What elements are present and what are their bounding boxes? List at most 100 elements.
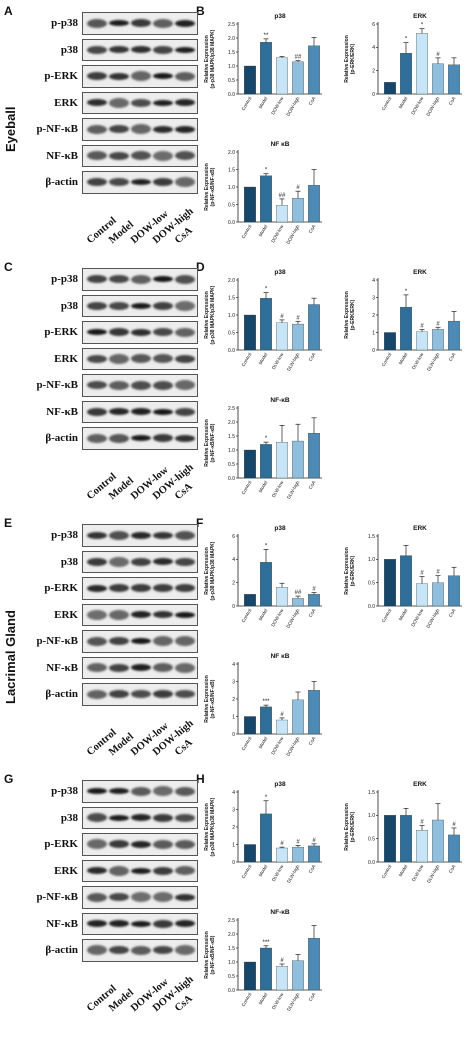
blot-row-label: p-p38 — [51, 785, 78, 797]
protein-band — [131, 892, 151, 903]
x-tick-label: DOW-low — [270, 95, 284, 115]
blot-strip — [82, 91, 198, 114]
bar-chart: NF κB Relative Expression (p-NF-κB/NF-κB) 0… — [204, 141, 322, 245]
x-tick-label: Model — [258, 352, 269, 365]
y-axis-label: Relative Expression — [204, 35, 210, 83]
protein-band — [109, 433, 129, 443]
y-tick-label: 0 — [372, 92, 375, 98]
protein-band — [87, 531, 107, 539]
bar — [292, 960, 304, 991]
y-tick-label: 0.5 — [228, 78, 235, 84]
protein-band — [175, 99, 195, 107]
protein-band — [153, 328, 173, 337]
protein-band — [109, 690, 129, 699]
y-axis-label: Relative Expression — [204, 547, 210, 595]
significance-label: ## — [295, 55, 302, 61]
protein-band — [153, 380, 173, 390]
protein-band — [87, 557, 107, 566]
x-tick-label: Control — [241, 864, 253, 879]
y-axis-label: Relative Expression — [204, 419, 210, 467]
y-axis-label: Relative Expression — [344, 547, 350, 595]
x-tick-label: Model — [258, 992, 269, 1005]
panel-letter: D — [196, 260, 205, 274]
panel-letter: A — [4, 4, 13, 18]
protein-band — [87, 381, 107, 390]
y-tick-label: 2.0 — [228, 932, 235, 938]
protein-band — [153, 558, 173, 566]
x-tick-label: DOW-low — [410, 95, 424, 115]
chart-title: NF-κB — [270, 909, 289, 916]
chart-title: p38 — [274, 525, 286, 532]
bar-chart: ERK Relative Expression (p-ERK/ERK) 0.0 0.5 1… — [344, 525, 462, 629]
x-tick-label: Model — [258, 480, 269, 493]
y-axis-label: Relative Expression — [204, 803, 210, 851]
protein-band — [153, 18, 173, 28]
protein-band — [175, 813, 195, 822]
protein-band — [175, 611, 195, 618]
y-tick-label: 6 — [232, 534, 235, 540]
protein-band — [153, 531, 173, 539]
protein-band — [109, 814, 129, 821]
blot-strip — [82, 374, 198, 397]
protein-band — [87, 275, 107, 284]
y-tick-label: 0.5 — [228, 974, 235, 980]
bar — [448, 64, 460, 95]
protein-band — [131, 124, 151, 135]
bar — [308, 938, 320, 991]
bar — [260, 562, 272, 607]
x-tick-label: Model — [258, 864, 269, 877]
bar — [276, 442, 288, 479]
protein-band — [153, 636, 173, 647]
x-tick-label: DOW-high — [285, 736, 300, 757]
x-tick-label: CsA — [308, 223, 317, 234]
x-tick-label: DLW-high — [426, 352, 441, 372]
significance-label: ** — [264, 33, 269, 39]
x-tick-label: CsA — [308, 479, 317, 490]
protein-band — [131, 19, 151, 28]
y-tick-label: 0 — [232, 860, 235, 866]
y-tick-label: 1.5 — [368, 790, 375, 796]
y-tick-label: 0 — [232, 604, 235, 610]
x-tick-label: DOW-high — [285, 608, 300, 629]
chart-title: ERK — [413, 13, 427, 20]
y-tick-label: 2 — [372, 313, 375, 319]
y-axis-label: (p-NF-κB/NF-κB) — [210, 423, 216, 462]
x-tick-label: CsA — [308, 735, 317, 746]
panel-section: A B Eyeball p-p38 p38 p-ERK ERK p-NF-κB NF-κB β-a… — [0, 2, 474, 258]
protein-band — [109, 530, 129, 540]
panel-letter: G — [4, 772, 14, 786]
x-tick-label: Model — [258, 96, 269, 109]
bar — [276, 57, 288, 95]
protein-band — [175, 866, 195, 876]
y-tick-label: 2 — [232, 825, 235, 831]
y-tick-label: 2 — [232, 580, 235, 586]
blot-strip — [82, 912, 198, 935]
y-tick-label: 0.0 — [368, 604, 375, 610]
blot-strip — [82, 118, 198, 141]
significance-label: # — [420, 820, 424, 826]
protein-band — [87, 178, 107, 187]
blot-strip — [82, 268, 198, 291]
bar — [384, 82, 396, 95]
bar — [244, 594, 256, 607]
protein-band — [109, 20, 129, 27]
protein-band — [87, 433, 107, 443]
significance-label: # — [436, 570, 440, 576]
x-tick-label: Control — [381, 608, 393, 623]
bar-chart: ERK Relative Expression (p-ERK/ERK) 0 1 2 3 4 Co… — [344, 269, 462, 372]
protein-band — [87, 72, 107, 81]
x-tick-label: Model — [398, 608, 409, 621]
protein-band — [175, 274, 195, 284]
protein-band — [153, 946, 173, 955]
protein-band — [131, 920, 151, 927]
protein-band — [131, 611, 151, 619]
blot-row-label: ERK — [54, 864, 78, 877]
bar — [432, 582, 444, 607]
y-tick-label: 2.5 — [228, 406, 235, 412]
chart-title: p38 — [274, 13, 286, 20]
protein-band — [175, 920, 195, 928]
blot-row-label: β-actin — [45, 176, 78, 188]
y-tick-label: 0.5 — [228, 202, 235, 208]
